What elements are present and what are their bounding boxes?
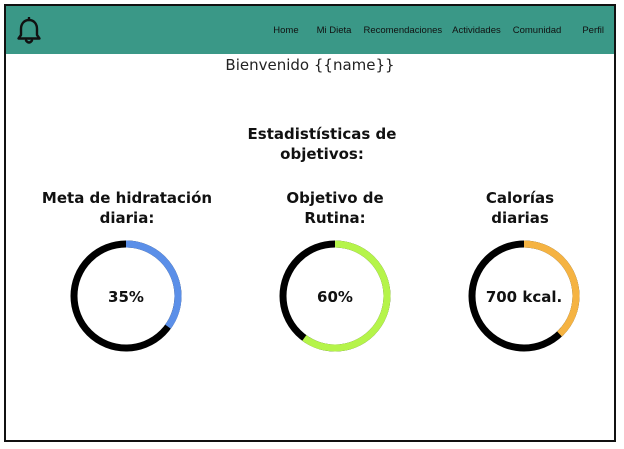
calories-title-line1: Calorías: [485, 189, 555, 207]
calories-title-line2: diarias: [491, 209, 549, 227]
navbar: Home Mi Dieta Recomendaciones Actividade…: [6, 6, 614, 54]
hydration-ring-progress: [70, 240, 182, 352]
section-title: Estadistísticas de objetivos:: [232, 124, 412, 164]
welcome-text: Bienvenido {{name}}: [225, 56, 395, 74]
nav-link-home[interactable]: Home: [273, 24, 299, 36]
app-frame: Home Mi Dieta Recomendaciones Actividade…: [4, 4, 616, 442]
routine-ring-progress: [279, 240, 391, 352]
calories-ring: 700 kcal.: [468, 240, 580, 352]
nav-links: Home Mi Dieta Recomendaciones Actividade…: [273, 6, 604, 54]
routine-ring: 60%: [279, 240, 391, 352]
hydration-title: Meta de hidratación diaria:: [32, 188, 222, 228]
hydration-title-line2: diaria:: [99, 209, 155, 227]
bell-icon[interactable]: [16, 17, 42, 45]
routine-title-line2: Rutina:: [304, 209, 366, 227]
calories-value: 700 kcal.: [486, 288, 562, 306]
nav-link-recomendaciones[interactable]: Recomendaciones: [363, 24, 443, 36]
nav-link-perfil[interactable]: Perfil: [582, 24, 604, 36]
nav-link-actividades[interactable]: Actividades: [452, 24, 501, 36]
hydration-title-line1: Meta de hidratación: [41, 189, 213, 207]
nav-link-comunidad[interactable]: Comunidad: [512, 24, 562, 36]
calories-ring-progress: [468, 240, 580, 352]
routine-title: Objetivo de Rutina:: [242, 188, 428, 228]
hydration-ring: 35%: [70, 240, 182, 352]
section-title-line2: objetivos:: [280, 145, 364, 163]
hydration-value: 35%: [108, 288, 144, 306]
section-title-line1: Estadistísticas de: [247, 125, 397, 143]
calories-title: Calorías diarias: [440, 188, 600, 228]
nav-link-mi-dieta[interactable]: Mi Dieta: [316, 24, 352, 36]
routine-value: 60%: [317, 288, 353, 306]
routine-title-line1: Objetivo de: [286, 189, 384, 207]
